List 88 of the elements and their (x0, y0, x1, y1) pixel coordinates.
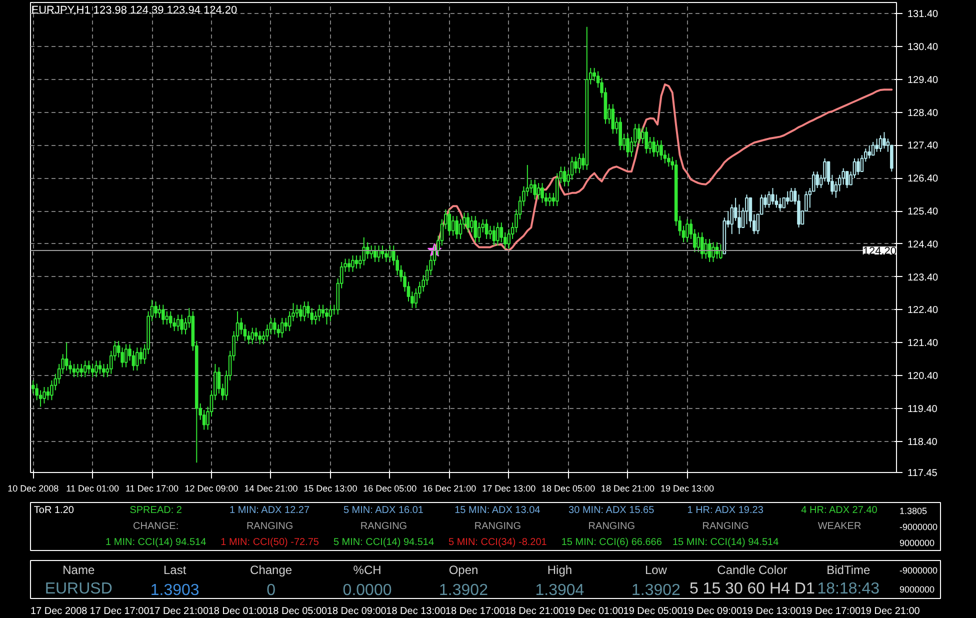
text: 1.3805 (900, 506, 928, 516)
x-tick-label: 14 Dec 21:00 (244, 484, 298, 494)
y-tick-label: 118.40 (908, 436, 938, 448)
category-label: 18 Dec 09:00 (326, 606, 387, 617)
text: 9000000 (900, 584, 935, 594)
text: 4 HR: ADX 27.40 (801, 505, 878, 516)
y-tick-label: 121.40 (908, 338, 939, 350)
text: 15 MIN: ADX 13.04 (454, 505, 540, 516)
x-tick-label: 10 Dec 2008 (8, 484, 59, 494)
category-label: Change (250, 563, 292, 577)
x-tick-label: 17 Dec 13:00 (482, 484, 536, 494)
category-label: BidTime (826, 563, 870, 577)
x-tick-label: 19 Dec 13:00 (660, 484, 714, 494)
ref-line-label: 124.20 (862, 245, 897, 258)
text: 1.3903 (150, 582, 200, 599)
y-tick-label: 119.40 (908, 404, 938, 415)
category-label: Name (62, 563, 95, 577)
text: 9000000 (900, 538, 935, 548)
x-tick-label: 18 Dec 05:00 (542, 484, 596, 494)
text: 5 15 30 60 H4 D1 (689, 580, 815, 598)
x-tick-label: 11 Dec 01:00 (66, 484, 120, 494)
category-label: 17 Dec 21:00 (149, 606, 209, 617)
text: 15 MIN: CCI(6) 66.666 (561, 537, 662, 548)
text: RANGING (474, 521, 522, 532)
text: 1.3902 (631, 582, 680, 599)
text: RANGING (702, 521, 749, 532)
category-label: 18 Dec 01:00 (208, 606, 268, 617)
category-label: 17 Dec 2008 (30, 606, 88, 617)
y-tick-label: 123.40 (908, 272, 939, 284)
y-tick-label: 130.40 (908, 42, 939, 54)
x-tick-label: 18 Dec 21:00 (601, 484, 655, 494)
category-label: 17 Dec 17:00 (90, 606, 150, 617)
category-label: 19 Dec 13:00 (742, 606, 802, 617)
text: RANGING (360, 521, 408, 532)
category-label: High (547, 563, 572, 577)
text: SPREAD: 2 (130, 505, 182, 516)
chart-title: EURJPY,H1 123.98 124.39 123.94 124.20 (31, 4, 238, 16)
y-tick-label: 120.40 (908, 370, 939, 382)
x-tick-label: 16 Dec 21:00 (422, 484, 476, 494)
y-tick-label: 122.40 (908, 305, 939, 316)
text: RANGING (588, 521, 635, 532)
category-label: 19 Dec 09:00 (682, 606, 742, 617)
text: 15 MIN: CCI(14) 94.514 (672, 537, 779, 548)
text: 5 MIN: CCI(14) 94.514 (333, 537, 434, 548)
category-label: Open (448, 563, 478, 577)
text: 1.3904 (535, 582, 584, 599)
text: 1 HR: ADX 19.23 (687, 505, 764, 516)
category-label: 19 Dec 17:00 (801, 606, 862, 617)
category-label: 19 Dec 05:00 (623, 606, 684, 617)
text: 0 (266, 582, 276, 599)
category-label: Last (163, 563, 187, 577)
y-tick-label: 125.40 (908, 206, 939, 218)
text: WEAKER (818, 521, 862, 532)
text: RANGING (246, 521, 294, 532)
text: 5 MIN: ADX 16.01 (343, 505, 424, 516)
y-tick-label: 126.40 (908, 174, 939, 185)
text: 1.3902 (439, 582, 488, 599)
text: 1 MIN: CCI(14) 94.514 (106, 537, 206, 548)
text: 1 MIN: ADX 12.27 (229, 505, 310, 516)
text: 1 MIN: CCI(50) -72.75 (220, 537, 319, 548)
y-tick-label: 129.40 (908, 74, 939, 86)
category-label: 18 Dec 13:00 (386, 606, 446, 617)
category-label: %CH (353, 563, 382, 577)
text: -9000000 (900, 522, 938, 532)
text: 0.0000 (342, 582, 392, 599)
text: 5 MIN: CCI(34) -8.201 (448, 537, 547, 548)
text: 18:18:43 (817, 580, 880, 598)
y-tick-label: 131.40 (908, 9, 939, 20)
x-tick-label: 12 Dec 09:00 (184, 484, 238, 494)
x-tick-label: 15 Dec 13:00 (304, 484, 358, 494)
category-label: 18 Dec 17:00 (445, 606, 506, 617)
text: CHANGE: (133, 521, 179, 532)
y-tick-label: 117.45 (908, 468, 938, 479)
category-label: Low (644, 563, 668, 577)
x-tick-label: 11 Dec 17:00 (126, 484, 178, 494)
text: -9000000 (900, 566, 938, 576)
text: EURUSD (44, 580, 112, 598)
text: ToR 1.20 (34, 505, 74, 516)
y-tick-label: 124.40 (908, 239, 939, 250)
text: 30 MIN: ADX 15.65 (568, 505, 654, 516)
category-label: 18 Dec 21:00 (504, 606, 565, 617)
category-label: 18 Dec 05:00 (268, 606, 328, 617)
y-tick-label: 128.40 (908, 108, 939, 119)
category-label: 19 Dec 21:00 (860, 606, 920, 617)
category-label: Candle Color (717, 563, 788, 577)
category-label: 19 Dec 01:00 (564, 606, 624, 617)
x-tick-label: 16 Dec 05:00 (363, 484, 417, 494)
y-tick-label: 127.40 (908, 140, 939, 152)
